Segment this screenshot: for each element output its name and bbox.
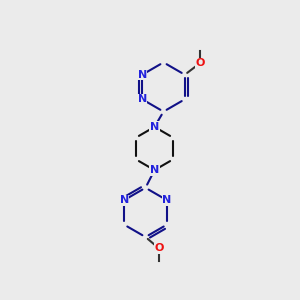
Text: N: N xyxy=(138,70,147,80)
Text: O: O xyxy=(195,58,205,68)
Text: N: N xyxy=(120,195,129,205)
Text: N: N xyxy=(150,165,159,175)
Text: N: N xyxy=(150,122,159,132)
Text: N: N xyxy=(162,195,171,205)
Text: O: O xyxy=(154,243,164,254)
Text: N: N xyxy=(138,94,147,104)
